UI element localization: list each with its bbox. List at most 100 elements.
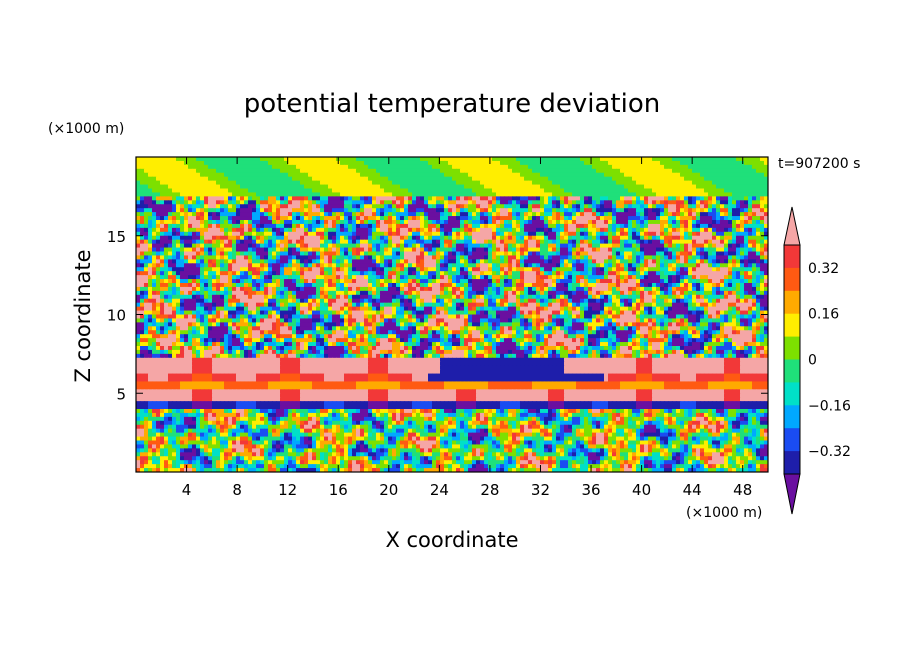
heatmap-cell: [764, 263, 768, 268]
heatmap-cell: [168, 263, 173, 268]
heatmap-cell: [648, 227, 653, 233]
heatmap-cell: [576, 184, 581, 190]
heatmap-cell: [684, 164, 689, 170]
heatmap-cell: [684, 227, 689, 233]
heatmap-cell: [652, 192, 657, 197]
heatmap-cell: [376, 239, 381, 245]
heatmap-cell: [272, 259, 277, 264]
heatmap-cell: [668, 259, 673, 264]
heatmap-cell: [196, 259, 201, 264]
heatmap-cell: [168, 176, 173, 182]
heatmap-cell: [540, 192, 545, 197]
heatmap-cell: [644, 196, 649, 201]
heatmap-cell: [500, 172, 505, 178]
heatmap-cell: [248, 164, 253, 170]
heatmap-cell: [200, 263, 205, 268]
heatmap-cell: [140, 157, 145, 162]
heatmap-cell: [656, 196, 661, 201]
heatmap-cell: [716, 255, 721, 260]
heatmap-cell: [576, 227, 581, 233]
heatmap-cell: [736, 275, 741, 280]
heatmap-cell: [488, 247, 493, 253]
heatmap-cell: [752, 192, 757, 197]
heatmap-cell: [384, 192, 389, 197]
heatmap-cell: [668, 267, 673, 272]
heatmap-cell: [376, 184, 381, 190]
heatmap-cell: [592, 227, 597, 233]
heatmap-cell: [400, 212, 405, 217]
heatmap-cell: [284, 227, 289, 233]
heatmap-cell: [384, 251, 389, 257]
heatmap-cell: [748, 184, 753, 190]
heatmap-cell: [152, 168, 157, 174]
heatmap-cell: [356, 208, 361, 213]
heatmap-cell: [600, 196, 605, 201]
heatmap-cell: [656, 180, 661, 186]
heatmap-cell: [684, 192, 689, 197]
heatmap-cell: [596, 160, 601, 166]
heatmap-cell: [676, 172, 681, 178]
heatmap-cell: [624, 188, 629, 194]
heatmap-cell: [396, 275, 401, 280]
heatmap-cell: [544, 172, 549, 178]
heatmap-cell: [316, 192, 321, 197]
heatmap-cell: [596, 271, 601, 276]
heatmap-cell: [608, 239, 613, 245]
heatmap-cell: [600, 168, 605, 174]
heatmap-cell: [412, 271, 417, 276]
heatmap-cell: [444, 259, 449, 264]
heatmap-cell: [568, 196, 573, 201]
heatmap-cell: [292, 176, 297, 182]
heatmap-cell: [520, 223, 525, 229]
heatmap-cell: [364, 208, 369, 213]
heatmap-cell: [340, 279, 345, 284]
heatmap-cell: [736, 247, 741, 253]
heatmap-cell: [744, 204, 749, 209]
heatmap-cell: [584, 200, 589, 205]
heatmap-cell: [396, 216, 401, 221]
heatmap-cell: [424, 212, 429, 217]
heatmap-cell: [244, 184, 249, 190]
heatmap-cell: [728, 188, 733, 194]
heatmap-cell: [324, 192, 329, 197]
heatmap-cell: [688, 231, 693, 237]
heatmap-cell: [240, 184, 245, 190]
heatmap-cell: [136, 176, 141, 182]
heatmap-cell: [408, 267, 413, 272]
heatmap-cell: [184, 231, 189, 237]
heatmap-cell: [276, 168, 281, 174]
heatmap-cell: [704, 243, 709, 249]
heatmap-cell: [720, 180, 725, 186]
heatmap-cell: [684, 196, 689, 201]
heatmap-cell: [752, 208, 757, 213]
heatmap-cell: [308, 227, 313, 233]
heatmap-cell: [392, 192, 397, 197]
heatmap-cell: [620, 160, 625, 166]
heatmap-cell: [380, 279, 385, 284]
heatmap-cell: [496, 212, 501, 217]
heatmap-cell: [140, 172, 145, 178]
heatmap-cell: [236, 227, 241, 233]
heatmap-cell: [328, 275, 333, 280]
heatmap-cell: [668, 223, 673, 229]
heatmap-cell: [736, 212, 741, 217]
heatmap-cell: [536, 271, 541, 276]
heatmap-cell: [176, 212, 181, 217]
heatmap-cell: [664, 223, 669, 229]
heatmap-cell: [420, 239, 425, 245]
heatmap-cell: [628, 192, 633, 197]
heatmap-cell: [324, 275, 329, 280]
heatmap-cell: [464, 231, 469, 237]
heatmap-cell: [244, 279, 249, 284]
heatmap-cell: [256, 157, 261, 162]
heatmap-cell: [388, 235, 393, 241]
heatmap-cell: [712, 204, 717, 209]
heatmap-cell: [420, 271, 425, 276]
heatmap-cell: [380, 243, 385, 249]
heatmap-cell: [480, 227, 485, 233]
heatmap-cell: [560, 204, 565, 209]
heatmap-cell: [392, 231, 397, 237]
heatmap-cell: [760, 263, 765, 268]
heatmap-cell: [664, 259, 669, 264]
heatmap-cell: [492, 200, 497, 205]
